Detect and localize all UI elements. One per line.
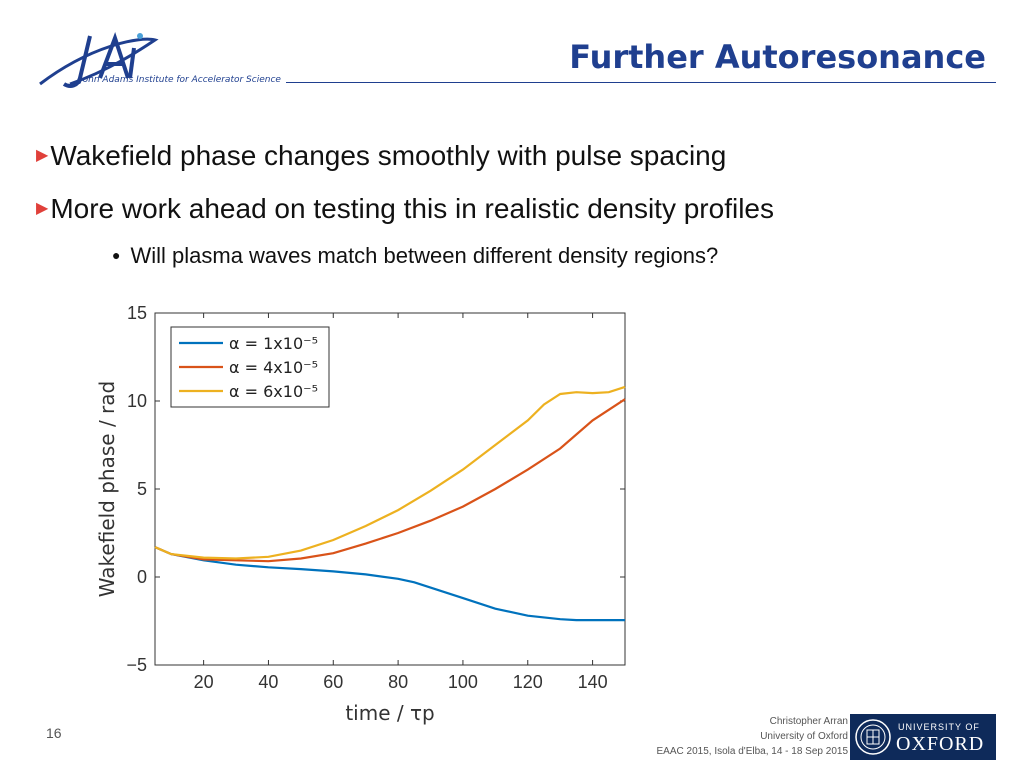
x-tick-label: 140 [578, 672, 608, 692]
wakefield-phase-chart: 20 40 60 80 100 120 140 −5 0 5 10 15 α = 1x10⁻⁵ α = 4… [95, 303, 626, 725]
legend-entry: α = 4x10⁻⁵ [229, 358, 318, 377]
legend-entry: α = 1x10⁻⁵ [229, 334, 318, 353]
y-tick-label: 15 [127, 303, 147, 323]
bullet-2-text: More work ahead on testing this in reali… [50, 193, 774, 224]
slide-title: Further Autoresonance [569, 38, 986, 76]
y-tick-label: −5 [126, 655, 147, 675]
jai-logo [39, 31, 159, 88]
x-tick-label: 120 [513, 672, 543, 692]
bullet-dot-icon: ● [112, 247, 121, 263]
footer-author: Christopher Arran [769, 716, 848, 727]
y-axis-label: Wakefield phase / rad [95, 381, 119, 597]
x-tick-label: 100 [448, 672, 478, 692]
bullet-1: ▶Wakefield phase changes smoothly with p… [36, 140, 726, 172]
y-tick-label: 10 [127, 391, 147, 411]
sub-bullet-1-text: Will plasma waves match between differen… [130, 243, 719, 268]
bullet-triangle-icon: ▶ [36, 147, 49, 164]
x-tick-label: 60 [323, 672, 343, 692]
oxford-logo: UNIVERSITY OF OXFORD [850, 714, 996, 760]
oxford-main-text: OXFORD [896, 733, 985, 755]
x-axis-label: time / τp [345, 701, 434, 725]
oxford-top-text: UNIVERSITY OF [898, 722, 980, 732]
bullet-2: ▶More work ahead on testing this in real… [36, 193, 774, 225]
footer-credits: Christopher Arran University of Oxford E… [657, 714, 848, 759]
footer-affiliation: University of Oxford [760, 731, 848, 742]
x-tick-label: 40 [258, 672, 278, 692]
y-tick-label: 0 [137, 567, 147, 587]
bullet-triangle-icon: ▶ [36, 200, 49, 217]
legend-entry: α = 6x10⁻⁵ [229, 382, 318, 401]
series-line-1 [154, 546, 625, 622]
series-line-2 [154, 398, 626, 563]
sub-bullet-1: ● Will plasma waves match between differe… [112, 243, 718, 269]
page-number: 16 [46, 725, 62, 741]
header-divider [286, 82, 996, 83]
oxford-crest-icon [855, 719, 891, 755]
bullet-1-text: Wakefield phase changes smoothly with pu… [50, 140, 727, 171]
y-tick-label: 5 [137, 479, 147, 499]
x-tick-label: 80 [388, 672, 408, 692]
footer-event: EAAC 2015, Isola d'Elba, 14 - 18 Sep 201… [656, 746, 848, 757]
x-tick-label: 20 [194, 672, 214, 692]
series-line-3 [154, 385, 626, 560]
logo-subtitle: John Adams Institute for Accelerator Sci… [80, 75, 281, 85]
